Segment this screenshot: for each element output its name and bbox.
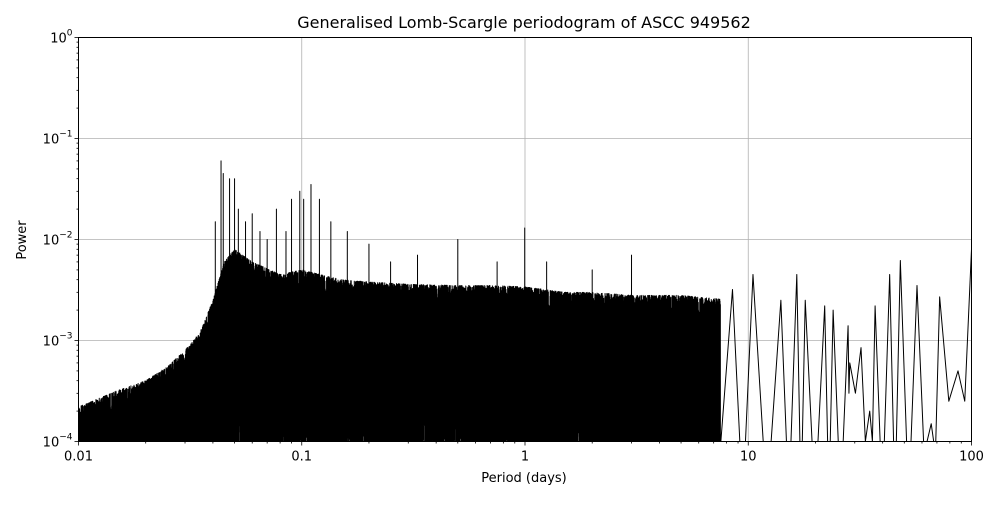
y-tick-label: 10−1 [43,130,73,148]
x-tick-label: 0.01 [64,450,93,465]
data-layer [78,160,972,442]
periodogram-line [78,160,972,442]
x-axis-label: Period (days) [481,471,567,486]
x-tick-label: 1 [521,450,529,465]
tick-layer: 0.01 0.1 1 10 100 10−4 10−3 10−2 10−1 100 [43,29,984,465]
x-tick-label: 0.1 [291,450,312,465]
y-tick-label: 10−2 [43,231,73,249]
x-tick-label: 100 [959,450,984,465]
y-tick-label: 10−4 [43,433,73,451]
x-tick-label: 10 [740,450,757,465]
y-tick-label: 100 [50,29,73,47]
chart-title: Generalised Lomb-Scargle periodogram of … [297,13,751,32]
y-axis-label: Power [15,220,30,260]
y-tick-label: 10−3 [43,332,73,350]
